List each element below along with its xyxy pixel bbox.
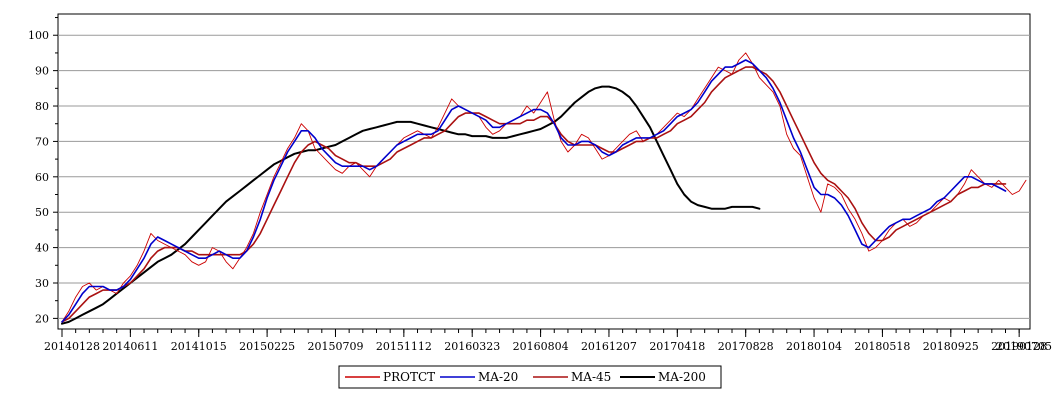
- x-tick-label: 20150709: [307, 340, 363, 353]
- y-tick-label: 100: [28, 29, 49, 42]
- legend-label: PROTCT: [383, 370, 435, 384]
- legend-box: [338, 365, 722, 389]
- series-line-ma-20: [61, 59, 1007, 323]
- y-tick-label: 40: [35, 242, 49, 255]
- gridlines: [58, 34, 1030, 319]
- y-tick-label: 50: [35, 206, 49, 219]
- x-tick-label: 20190128: [991, 340, 1047, 353]
- series-line-ma-45: [61, 66, 1007, 323]
- y-tick-label: 60: [35, 171, 49, 184]
- x-tick-label: 20160323: [444, 340, 500, 353]
- x-tick-label: 20151112: [376, 340, 432, 353]
- x-tick-label: 20160804: [513, 340, 569, 353]
- x-tick-label: 20180104: [786, 340, 842, 353]
- series-line-ma-200: [61, 85, 761, 325]
- legend-label: MA-45: [571, 370, 611, 384]
- x-tick-label: 20190705: [996, 340, 1052, 353]
- x-tick-label: 20140128: [44, 340, 100, 353]
- series-line-protct: [61, 52, 1027, 323]
- y-tick-label: 70: [35, 135, 49, 148]
- x-tick-label: 20140611: [102, 340, 158, 353]
- plot-frame: [57, 13, 1031, 330]
- y-tick-label: 30: [35, 277, 49, 290]
- x-axis: 20140128 20140611 20141015 20150225 20150709…: [44, 329, 1052, 353]
- x-tick-label: 20150225: [239, 340, 295, 353]
- legend-label: MA-200: [658, 370, 706, 384]
- y-tick-label: 20: [35, 312, 49, 325]
- y-tick-label: 90: [35, 65, 49, 78]
- x-tick-label: 20161207: [581, 340, 637, 353]
- x-tick-label: 20170418: [649, 340, 705, 353]
- legend-label: MA-20: [478, 370, 518, 384]
- x-tick-label: 20141015: [171, 340, 227, 353]
- x-tick-label: 20180518: [854, 340, 910, 353]
- legend: PROTCT MA-20 MA-45 MA-200: [338, 365, 722, 389]
- series-lines: [61, 52, 1027, 325]
- y-tick-label: 80: [35, 100, 49, 113]
- x-tick-label: 20170828: [718, 340, 774, 353]
- x-tick-label: 20180925: [923, 340, 979, 353]
- y-axis: 20 30 40 50 60 70 80 90 100: [28, 17, 58, 325]
